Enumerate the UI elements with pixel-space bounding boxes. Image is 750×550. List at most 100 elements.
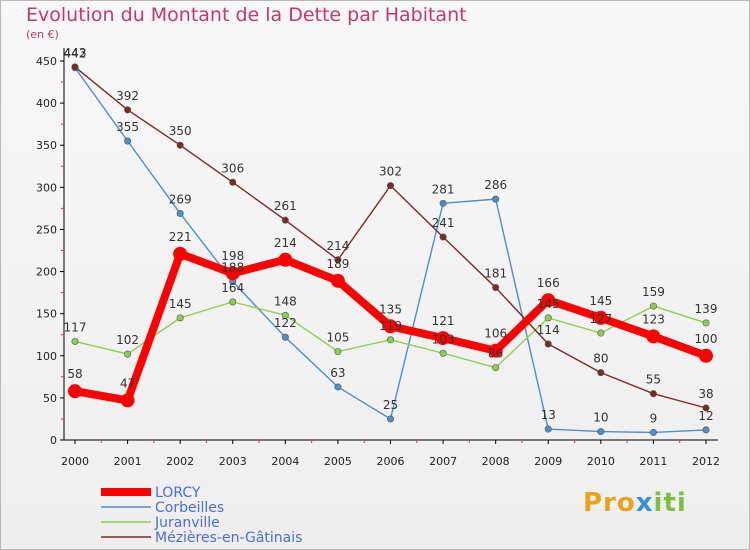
data-point-lorcy <box>173 246 188 261</box>
data-point-mezieres-en-gatinais <box>386 182 394 190</box>
y-tick-label: 150 <box>36 308 57 321</box>
y-tick-label: 400 <box>36 97 57 110</box>
data-point-mezieres-en-gatinais <box>597 369 605 377</box>
data-label-lorcy: 189 <box>326 257 349 271</box>
data-point-mezieres-en-gatinais <box>702 404 710 412</box>
y-tick-label: 200 <box>36 266 57 279</box>
data-point-juranville <box>649 302 657 310</box>
y-tick-label: 50 <box>43 392 57 405</box>
data-point-lorcy <box>330 273 345 288</box>
data-label-juranville: 148 <box>274 294 297 308</box>
data-label-corbeilles: 442 <box>64 47 87 61</box>
data-point-juranville <box>439 349 447 357</box>
data-point-lorcy <box>541 293 556 308</box>
data-point-corbeilles <box>334 383 342 391</box>
data-label-lorcy: 166 <box>537 276 560 290</box>
legend-label: Mézières-en-Gâtinais <box>155 530 302 546</box>
data-point-juranville <box>229 298 237 306</box>
data-point-corbeilles <box>386 415 394 423</box>
x-tick-label: 2000 <box>61 455 89 468</box>
data-point-lorcy <box>120 393 135 408</box>
data-label-lorcy: 145 <box>589 294 612 308</box>
data-label-lorcy: 135 <box>379 302 402 316</box>
logo-part-1: Pro <box>583 488 636 518</box>
data-label-corbeilles: 63 <box>330 366 345 380</box>
data-label-corbeilles: 10 <box>593 411 608 425</box>
data-point-mezieres-en-gatinais <box>334 256 342 264</box>
data-label-corbeilles: 286 <box>484 178 507 192</box>
data-label-juranville: 105 <box>326 331 349 345</box>
x-tick-label: 2006 <box>377 455 405 468</box>
data-point-corbeilles <box>544 425 552 433</box>
chart-title: Evolution du Montant de la Dette par Hab… <box>26 4 467 26</box>
logo-part-3: iti <box>653 488 687 518</box>
data-point-juranville <box>597 329 605 337</box>
data-point-juranville <box>544 314 552 322</box>
legend-label: Juranville <box>154 515 220 531</box>
data-label-mezieres-en-gatinais: 214 <box>326 239 349 253</box>
data-label-mezieres-en-gatinais: 80 <box>593 352 608 366</box>
data-label-mezieres-en-gatinais: 38 <box>698 387 713 401</box>
x-tick-label: 2012 <box>692 455 720 468</box>
data-label-lorcy: 214 <box>274 236 297 250</box>
x-tick-label: 2004 <box>271 455 299 468</box>
data-point-mezieres-en-gatinais <box>649 390 657 398</box>
data-point-mezieres-en-gatinais <box>544 340 552 348</box>
x-tick-label: 2005 <box>324 455 352 468</box>
data-point-corbeilles <box>281 333 289 341</box>
data-label-lorcy: 100 <box>695 332 718 346</box>
data-label-corbeilles: 355 <box>116 120 139 134</box>
data-point-mezieres-en-gatinais <box>492 284 500 292</box>
data-point-juranville <box>176 314 184 322</box>
chart-unit: (en €) <box>26 28 59 41</box>
data-point-lorcy <box>278 252 293 267</box>
data-label-lorcy: 123 <box>642 312 665 326</box>
data-point-corbeilles <box>439 199 447 207</box>
data-label-juranville: 145 <box>169 297 192 311</box>
data-point-corbeilles <box>492 195 500 203</box>
data-point-juranville <box>386 336 394 344</box>
data-point-corbeilles <box>649 428 657 436</box>
data-point-lorcy <box>646 329 661 344</box>
data-label-juranville: 119 <box>379 319 402 333</box>
data-label-juranville: 145 <box>537 297 560 311</box>
series-line-corbeilles <box>74 67 707 434</box>
y-tick-label: 250 <box>36 223 57 236</box>
data-label-juranville: 159 <box>642 285 665 299</box>
data-label-corbeilles: 9 <box>650 411 658 425</box>
data-label-mezieres-en-gatinais: 181 <box>484 267 507 281</box>
data-point-lorcy <box>68 384 82 399</box>
data-point-mezieres-en-gatinais <box>124 106 132 114</box>
x-tick-label: 2010 <box>587 455 615 468</box>
data-point-juranville <box>492 364 500 372</box>
data-point-juranville <box>334 348 342 356</box>
data-label-juranville: 127 <box>589 312 612 326</box>
data-point-corbeilles <box>702 426 710 434</box>
data-point-lorcy <box>383 319 398 334</box>
x-tick-label: 2003 <box>219 455 247 468</box>
data-point-lorcy <box>225 266 240 281</box>
data-label-lorcy: 121 <box>432 314 455 328</box>
data-label-mezieres-en-gatinais: 55 <box>646 373 661 387</box>
data-label-corbeilles: 13 <box>541 408 556 422</box>
data-label-corbeilles: 269 <box>169 192 192 206</box>
y-tick-label: 300 <box>36 181 57 194</box>
data-label-mezieres-en-gatinais: 350 <box>169 124 192 138</box>
data-label-lorcy: 58 <box>67 367 82 381</box>
x-tick-label: 2009 <box>534 455 562 468</box>
data-label-corbeilles: 12 <box>698 409 713 423</box>
data-point-juranville <box>281 311 289 319</box>
data-label-mezieres-en-gatinais: 241 <box>432 216 455 230</box>
y-tick-label: 450 <box>36 55 57 68</box>
data-label-lorcy: 47 <box>120 376 135 390</box>
x-tick-label: 2001 <box>114 455 142 468</box>
data-label-mezieres-en-gatinais: 443 <box>64 46 87 60</box>
data-label-corbeilles: 122 <box>274 316 297 330</box>
data-label-lorcy: 221 <box>169 230 192 244</box>
data-label-corbeilles: 25 <box>383 398 398 412</box>
data-point-corbeilles <box>124 137 132 145</box>
data-label-mezieres-en-gatinais: 114 <box>537 323 560 337</box>
data-point-juranville <box>702 319 710 327</box>
data-label-mezieres-en-gatinais: 302 <box>379 165 402 179</box>
data-point-mezieres-en-gatinais <box>281 216 289 224</box>
